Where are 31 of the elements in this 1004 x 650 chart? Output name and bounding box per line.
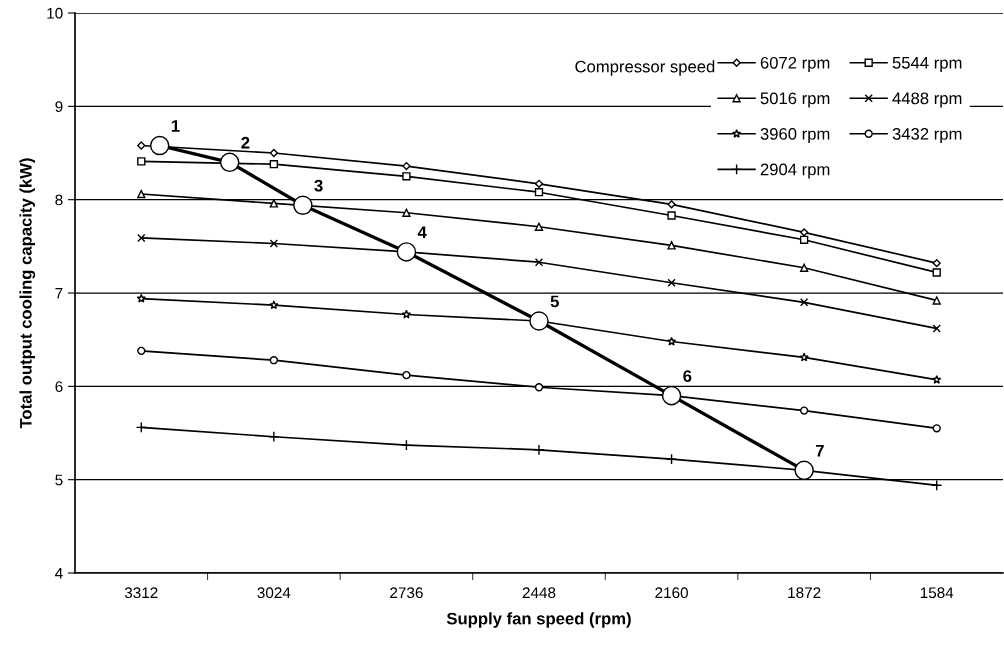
annotation: 4 [417, 226, 427, 239]
y-tick-label: 9 [55, 101, 63, 113]
y-tick-label: 5 [55, 474, 63, 486]
annotation: 1 [171, 120, 180, 132]
x-tick-label: 2448 [522, 587, 556, 599]
x-tick-label: 2736 [390, 587, 423, 599]
legend-label: 2904 rpm [760, 163, 830, 179]
x-tick-label: 1872 [788, 587, 821, 599]
legend-title: Compressor speed [575, 60, 715, 76]
y-tick-label: 4 [55, 568, 63, 579]
y-tick-label: 6 [55, 381, 63, 393]
annotation: 6 [683, 370, 692, 382]
y-tick-label: 8 [55, 194, 63, 206]
x-tick-label: 3024 [257, 587, 291, 599]
x-axis-title: Supply fan speed (rpm) [446, 612, 631, 628]
x-tick-label: 3312 [124, 587, 158, 599]
annotation: 5 [550, 295, 559, 308]
annotation: 2 [241, 136, 250, 149]
x-tick-label: 2160 [655, 587, 688, 599]
annotation: 7 [815, 444, 824, 457]
x-tick-label: 1584 [920, 587, 954, 599]
y-tick-label: 10 [47, 7, 63, 19]
legend-label: 6072 rpm [760, 56, 830, 72]
y-tick-label: 7 [55, 288, 63, 299]
legend-label: 5544 rpm [892, 57, 962, 72]
legend-label: 3960 rpm [760, 127, 830, 144]
annotation: 3 [314, 179, 323, 192]
y-axis-title: Total output cooling capacity (kW) [19, 158, 36, 429]
legend-label: 5016 rpm [760, 92, 830, 108]
legend-label: 4488 rpm [892, 92, 962, 108]
legend-label: 3432 rpm [892, 127, 962, 144]
